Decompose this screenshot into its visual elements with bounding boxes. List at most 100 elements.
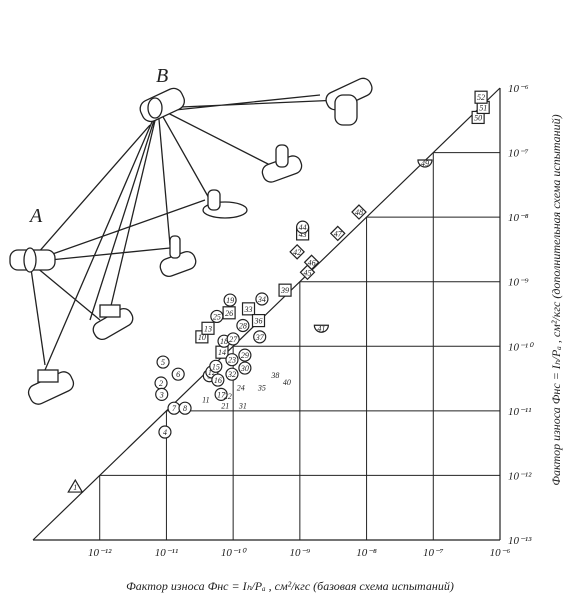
point-label: 47	[334, 229, 343, 238]
x-tick-label: 10⁻¹⁰	[221, 547, 247, 559]
point	[156, 355, 170, 369]
point-label: 31	[238, 402, 247, 411]
point	[236, 318, 250, 333]
point	[289, 244, 305, 260]
x-tick-label: 10⁻⁷	[423, 547, 444, 559]
point-label: 38	[270, 371, 279, 380]
point-label: 14	[218, 348, 226, 357]
point-label: 48	[355, 208, 363, 217]
point-label: 18	[220, 337, 228, 346]
point-label: 13	[204, 324, 212, 333]
x-tick-label: 10⁻⁹	[290, 547, 311, 559]
point-label: 49	[421, 159, 429, 168]
point-label: 28	[239, 321, 247, 330]
point	[226, 332, 240, 346]
point-label: 42	[293, 248, 301, 257]
point	[238, 361, 252, 375]
point	[303, 254, 320, 271]
point-label: 19	[226, 296, 234, 305]
point-label: 40	[283, 378, 291, 387]
point-label: 51	[479, 103, 487, 112]
point-label: 2	[159, 379, 163, 388]
point	[214, 387, 228, 401]
y-tick-label: 10⁻⁹	[508, 277, 529, 289]
point-label: 32	[227, 370, 236, 379]
y-tick-label: 10⁻⁷	[508, 148, 529, 160]
diagram-label: B	[156, 65, 168, 87]
point	[211, 373, 225, 387]
point-label: 22	[224, 392, 232, 401]
disk-pin	[207, 189, 221, 211]
point	[158, 425, 172, 439]
point-label: 44	[299, 223, 307, 232]
cyl-pin	[275, 144, 289, 168]
point-label: 23	[228, 356, 236, 365]
arrows	[29, 94, 341, 371]
x-tick-label: 10⁻⁸	[356, 547, 377, 559]
point-label: 27	[229, 335, 238, 344]
point-label: 21	[221, 402, 229, 411]
point-label: 17	[217, 390, 226, 399]
block-e	[37, 369, 59, 383]
point-label: 35	[257, 383, 266, 392]
diagram-label: A	[28, 205, 43, 227]
point-label: 24	[237, 383, 245, 392]
point	[474, 90, 488, 104]
point-label: 39	[280, 286, 289, 295]
y-tick-label: 10⁻¹¹	[508, 406, 531, 418]
point-label: 3	[159, 390, 164, 399]
point	[253, 330, 267, 344]
point	[351, 204, 367, 220]
point	[251, 313, 266, 328]
point-label: 1	[73, 483, 77, 492]
block-d	[99, 304, 121, 318]
point-label: 34	[257, 295, 266, 304]
point	[67, 478, 84, 493]
point-label: 16	[214, 376, 222, 385]
cylinder-b-end	[147, 97, 163, 119]
point	[222, 306, 236, 320]
point-label: 36	[254, 317, 263, 326]
point-label: 4	[163, 428, 167, 437]
point-label: 41	[317, 324, 325, 333]
point-label: 33	[244, 305, 253, 314]
point-label: 12	[208, 368, 216, 377]
x-axis-label: Фактор износа Фнс = Iₕ/Pₐ , см²/кгс (баз…	[126, 579, 454, 593]
point-label: 15	[212, 362, 220, 371]
y-tick-label: 10⁻¹²	[508, 470, 532, 482]
point-label: 11	[202, 395, 209, 404]
point-label: 29	[241, 351, 249, 360]
point	[417, 159, 433, 168]
y-axis-label: Фактор износа Фнс = Iₕ/Pₐ , см²/кгс (доп…	[549, 114, 563, 485]
point	[255, 292, 269, 306]
point-label: 8	[183, 404, 187, 413]
point	[313, 324, 329, 333]
point-label: 5	[161, 358, 165, 367]
point	[278, 283, 292, 297]
point-label: 43	[299, 230, 307, 239]
point	[241, 302, 256, 316]
cross-cylinders-2	[334, 94, 358, 126]
point-label: 25	[213, 312, 221, 321]
test-scheme-diagram: A B	[9, 65, 373, 405]
point	[296, 220, 310, 234]
y-tick-label: 10⁻⁶	[508, 83, 529, 95]
point	[178, 401, 192, 415]
point	[223, 293, 237, 307]
point	[209, 359, 223, 373]
y-tick-label: 10⁻¹⁰	[508, 341, 534, 353]
point	[171, 367, 185, 381]
point	[329, 225, 346, 242]
x-tick-label: 10⁻¹¹	[155, 547, 178, 559]
point-label: 46	[308, 258, 316, 267]
point	[225, 353, 239, 367]
point-label: 52	[477, 93, 485, 102]
point-label: 7	[172, 404, 177, 413]
point	[225, 367, 239, 381]
point-label: 45	[303, 268, 311, 277]
x-tick-label: 10⁻¹²	[88, 547, 112, 559]
point	[238, 348, 252, 362]
point-label: 50	[474, 113, 482, 122]
point-label: 26	[225, 309, 233, 318]
point	[155, 387, 169, 401]
